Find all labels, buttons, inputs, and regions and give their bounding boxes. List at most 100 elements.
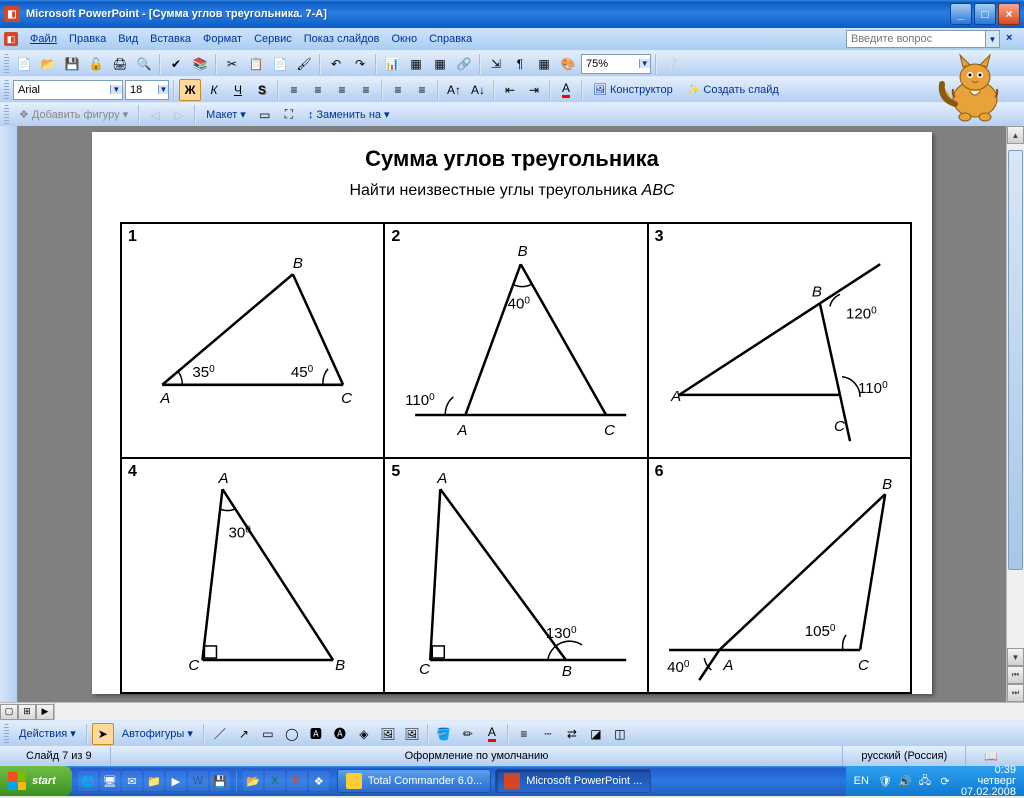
color-icon[interactable]: 🎨 [557, 53, 579, 75]
ql-desktop-icon[interactable]: 🖥 [100, 771, 120, 791]
dash-style-icon[interactable]: ┄ [537, 723, 559, 745]
copy-icon[interactable]: 📋 [245, 53, 267, 75]
table-icon[interactable]: ▦ [405, 53, 427, 75]
autoshapes-button[interactable]: Автофигуры ▾ [116, 723, 199, 745]
picture-icon[interactable]: 🖼 [401, 723, 423, 745]
layout-button[interactable]: Макет ▾ [200, 104, 252, 126]
scroll-track[interactable] [1007, 144, 1024, 648]
new-icon[interactable]: 📄 [13, 53, 35, 75]
increase-font-icon[interactable]: A↑ [443, 79, 465, 101]
toolbar-handle[interactable] [4, 54, 9, 74]
format-painter-icon[interactable]: 🖌 [293, 53, 315, 75]
ql-ie-icon[interactable]: 🌐 [78, 771, 98, 791]
menu-tools[interactable]: Сервис [248, 31, 298, 47]
ql-word-icon[interactable]: W [188, 771, 208, 791]
vertical-scrollbar[interactable]: ▲ ▼ ⏮ ⏭ [1006, 126, 1024, 702]
bullets-icon[interactable]: ≡ [411, 79, 433, 101]
tray-updates-icon[interactable]: ⟳ [937, 773, 953, 789]
move-right-icon[interactable]: ▷ [168, 104, 190, 126]
font-color-icon[interactable]: A [481, 723, 503, 745]
numbering-icon[interactable]: ≡ [387, 79, 409, 101]
align-center-icon[interactable]: ≡ [307, 79, 329, 101]
decrease-font-icon[interactable]: A↓ [467, 79, 489, 101]
ql-save-icon[interactable]: 💾 [210, 771, 230, 791]
tray-volume-icon[interactable]: 🔊 [897, 773, 913, 789]
align-right-icon[interactable]: ≡ [331, 79, 353, 101]
tables-borders-icon[interactable]: ▦ [429, 53, 451, 75]
arrow-icon[interactable]: ↗ [233, 723, 255, 745]
minimize-button[interactable]: _ [950, 3, 972, 25]
3d-style-icon[interactable]: ◫ [609, 723, 631, 745]
font-input[interactable] [14, 81, 110, 99]
maximize-button[interactable]: □ [974, 3, 996, 25]
scroll-down-icon[interactable]: ▼ [1007, 648, 1024, 666]
ql-ppt-icon[interactable]: P [287, 771, 307, 791]
increase-indent-icon[interactable]: ⇥ [523, 79, 545, 101]
show-formatting-icon[interactable]: ¶ [509, 53, 531, 75]
align-justify-icon[interactable]: ≡ [355, 79, 377, 101]
redo-icon[interactable]: ↷ [349, 53, 371, 75]
shadow-style-icon[interactable]: ◪ [585, 723, 607, 745]
slide-pane[interactable]: Сумма углов треугольника Найти неизвестн… [18, 126, 1006, 702]
ql-excel-icon[interactable]: X [265, 771, 285, 791]
slideshow-view-icon[interactable]: ▶ [36, 704, 54, 720]
scroll-thumb[interactable] [1008, 150, 1023, 570]
slide-canvas[interactable]: Сумма углов треугольника Найти неизвестн… [92, 132, 932, 694]
status-spell-icon[interactable]: 📖 [966, 746, 1016, 766]
ql-winamp-icon[interactable]: ▶ [166, 771, 186, 791]
save-icon[interactable]: 💾 [61, 53, 83, 75]
help-dropdown[interactable]: ▼ [986, 30, 1000, 48]
wordart-icon[interactable]: 🅐 [329, 723, 351, 745]
font-color-icon[interactable]: A [555, 79, 577, 101]
cut-icon[interactable]: ✂ [221, 53, 243, 75]
diagram-icon[interactable]: ◈ [353, 723, 375, 745]
permission-icon[interactable]: 🔓 [85, 53, 107, 75]
align-left-icon[interactable]: ≡ [283, 79, 305, 101]
replace-button[interactable]: ↕ Заменить на ▾ [302, 104, 396, 126]
rectangle-icon[interactable]: ▭ [257, 723, 279, 745]
toolbar-handle[interactable] [4, 105, 9, 125]
chart-icon[interactable]: 📊 [381, 53, 403, 75]
textbox-icon[interactable]: 🅰 [305, 723, 327, 745]
fontsize-combo[interactable]: ▼ [125, 80, 169, 100]
task-total-commander[interactable]: Total Commander 6.0... [337, 769, 491, 793]
select-icon[interactable]: ▭ [254, 104, 276, 126]
new-slide-button[interactable]: ✨ Создать слайд [681, 79, 785, 101]
menu-window[interactable]: Окно [386, 31, 424, 47]
select-pointer-icon[interactable]: ➤ [92, 723, 114, 745]
scroll-up-icon[interactable]: ▲ [1007, 126, 1024, 144]
tray-clock[interactable]: 0:39 четверг 07.02.2008 [961, 765, 1016, 798]
line-icon[interactable]: ／ [209, 723, 231, 745]
menu-file[interactable]: Файл [24, 31, 63, 47]
research-icon[interactable]: 📚 [189, 53, 211, 75]
menu-format[interactable]: Формат [197, 31, 248, 47]
print-icon[interactable]: 🖨 [109, 53, 131, 75]
expand-icon[interactable]: ⇲ [485, 53, 507, 75]
actions-button[interactable]: Действия ▾ [13, 723, 82, 745]
designer-button[interactable]: 🖼 Конструктор [587, 79, 679, 101]
ql-folder-icon[interactable]: 📂 [243, 771, 263, 791]
sorter-view-icon[interactable]: ⊞ [18, 704, 36, 720]
ql-mail-icon[interactable]: ✉ [122, 771, 142, 791]
line-color-icon[interactable]: ✏ [457, 723, 479, 745]
zoom-input[interactable] [582, 55, 639, 73]
line-style-icon[interactable]: ≡ [513, 723, 535, 745]
task-powerpoint[interactable]: Microsoft PowerPoint ... [495, 769, 651, 793]
mdi-close-button[interactable]: × [1006, 32, 1020, 46]
horizontal-scrollbar[interactable] [54, 703, 1024, 721]
arrow-style-icon[interactable]: ⇄ [561, 723, 583, 745]
ql-app-icon[interactable]: ❖ [309, 771, 329, 791]
zoom-combo[interactable]: ▼ [581, 54, 651, 74]
ql-tc-icon[interactable]: 📁 [144, 771, 164, 791]
toolbar-handle[interactable] [4, 724, 9, 744]
font-combo[interactable]: ▼ [13, 80, 123, 100]
fontsize-dropdown-icon[interactable]: ▼ [158, 85, 168, 94]
open-icon[interactable]: 📂 [37, 53, 59, 75]
fit-icon[interactable]: ⛶ [278, 104, 300, 126]
italic-button[interactable]: К [203, 79, 225, 101]
menu-view[interactable]: Вид [112, 31, 144, 47]
next-slide-icon[interactable]: ⏭ [1007, 684, 1024, 702]
menu-slideshow[interactable]: Показ слайдов [298, 31, 386, 47]
clipart-icon[interactable]: 🖼 [377, 723, 399, 745]
grid-icon[interactable]: ▦ [533, 53, 555, 75]
